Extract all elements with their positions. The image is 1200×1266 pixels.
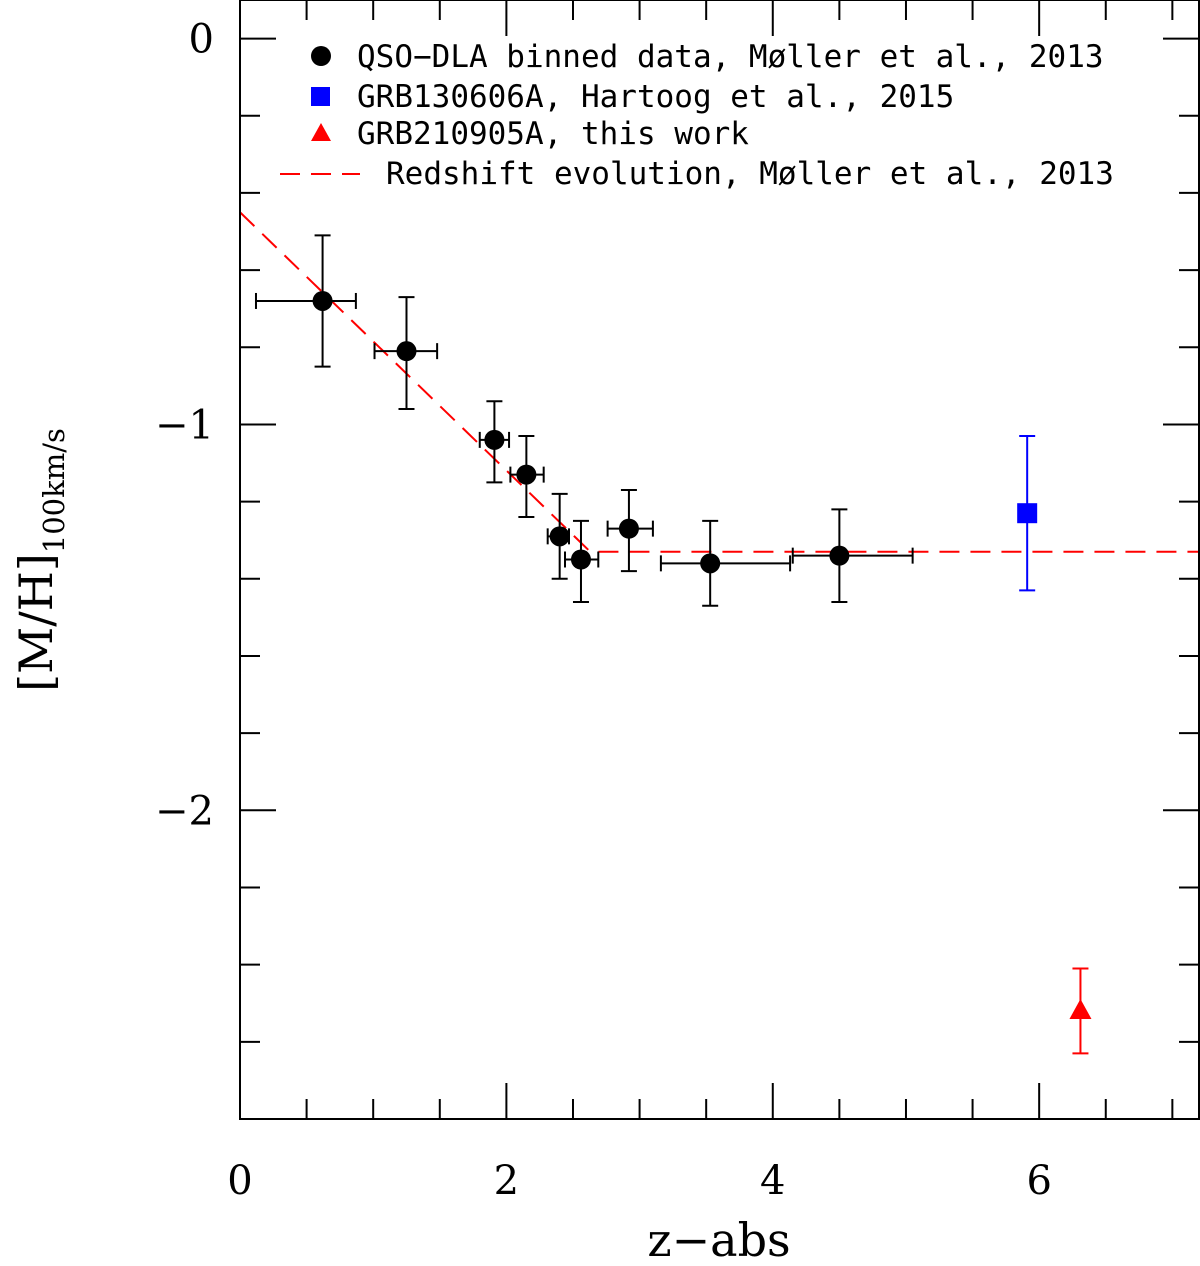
trend-line: [239, 211, 1199, 553]
y-tick-label: −2: [155, 788, 214, 834]
marker-circle: [549, 526, 570, 547]
y-axis-title-sub: 100km/s: [37, 428, 71, 553]
data-point-circle: [606, 489, 654, 573]
x-tick-label: 2: [494, 1158, 519, 1204]
legend-label-grb210905a: GRB210905A, this work: [357, 116, 749, 152]
data-point-circle: [373, 296, 439, 411]
data-point-circle: [563, 519, 600, 603]
legend: QSO−DLA binned data, Møller et al., 2013…: [280, 39, 1114, 192]
data-point-circle: [254, 234, 357, 368]
x-axis-title: z−abs: [647, 1213, 790, 1266]
legend-label-grb130606a: GRB130606A, Hartoog et al., 2015: [357, 79, 954, 115]
y-tick-label: −1: [155, 402, 214, 448]
tick-labels: 0 2 4 6 0 −1 −2: [155, 17, 1052, 1204]
marker-square: [1017, 503, 1038, 524]
y-axis-title: [M/H]100km/s: [9, 428, 71, 692]
x-tick-label: 6: [1026, 1158, 1051, 1204]
legend-label-redshift-evolution: Redshift evolution, Møller et al., 2013: [386, 156, 1114, 192]
plot-frame: [239, 0, 1200, 1120]
marker-circle: [700, 553, 721, 574]
data-point-circle: [509, 435, 545, 519]
marker-circle: [570, 549, 591, 570]
marker-circle: [396, 341, 417, 362]
axes-ticks: [239, 0, 1199, 1120]
marker-triangle: [1069, 998, 1092, 1019]
x-tick-label: 4: [760, 1158, 785, 1204]
data-point-circle: [659, 519, 792, 607]
y-tick-label: 0: [189, 17, 214, 63]
marker-circle: [829, 545, 850, 566]
marker-circle: [484, 429, 505, 450]
marker-circle: [516, 464, 537, 485]
data-point-circle: [478, 400, 511, 484]
legend-marker-circle: [311, 46, 331, 66]
legend-marker-square: [311, 87, 330, 106]
marker-circle: [312, 290, 333, 311]
trend-line-layer: [239, 211, 1199, 553]
data-point-circle: [791, 508, 914, 603]
data-layer: [254, 234, 1092, 1055]
data-point-square: [1017, 435, 1038, 592]
data-point-triangle: [1069, 967, 1092, 1055]
marker-circle: [618, 518, 639, 539]
x-tick-label: 0: [227, 1158, 252, 1204]
y-axis-title-main: [M/H]: [9, 553, 63, 692]
legend-label-qso-dla: QSO−DLA binned data, Møller et al., 2013: [357, 39, 1104, 75]
data-point-circle: [546, 492, 570, 580]
legend-marker-triangle: [311, 123, 331, 141]
